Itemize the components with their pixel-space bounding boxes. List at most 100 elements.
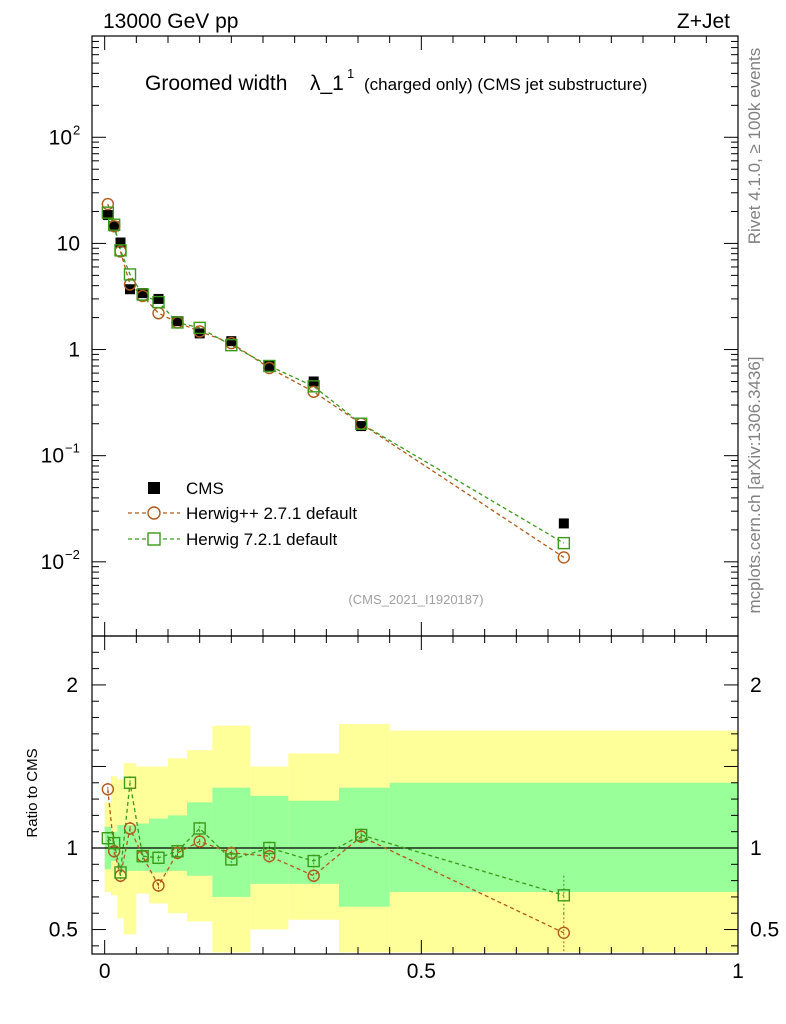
main-y-tick-label-exponent: 2 xyxy=(73,122,80,137)
cms-data-point xyxy=(125,284,135,295)
main-y-tick-label: 10 xyxy=(49,126,72,149)
herwig7-point xyxy=(136,288,149,301)
header-energy-label: 13000 GeV pp xyxy=(103,10,238,33)
legend-herwigpp-label: Herwig++ 2.7.1 default xyxy=(186,504,357,523)
analysis-id-label: (CMS_2021_I1920187) xyxy=(348,592,483,607)
cms-data-point xyxy=(226,336,237,347)
main-y-tick-label-exponent: −2 xyxy=(65,547,80,562)
ratio-y-tick-label: 1 xyxy=(66,837,78,860)
cms-data-point xyxy=(172,316,183,327)
ratio-inner-band-bin xyxy=(168,815,187,871)
ratio-plot: 0 0.5 1 2 2 1 1 0.5 0.5 xyxy=(49,635,779,983)
ratio-inner-band-bin xyxy=(149,818,168,873)
plot-title-lambda: λ_1 xyxy=(310,72,344,95)
herwig7-point xyxy=(101,206,115,219)
herwig7-point xyxy=(354,417,368,430)
ratio-x-tick-label: 0.5 xyxy=(407,960,436,983)
herwig7-ratio-point xyxy=(171,845,184,858)
herwig7-point xyxy=(225,338,238,352)
main-y-tick-label: 10 xyxy=(41,445,64,468)
herwigpp-ratio-point xyxy=(152,879,165,892)
herwigpp-point xyxy=(123,278,137,291)
ratio-y-tick-label: 0.5 xyxy=(49,919,78,942)
plot-title: Groomed width λ_1 1 (charged only) (CMS … xyxy=(145,66,647,95)
herwig7-ratio-point xyxy=(307,854,320,868)
herwigpp-ratio-point xyxy=(193,835,206,848)
cms-data-point xyxy=(109,221,120,232)
cms-data-point xyxy=(153,293,164,304)
main-y-tick-label: 1 xyxy=(68,339,80,362)
main-y-tick-label-exponent: −1 xyxy=(65,441,80,456)
herwig7-ratio-point xyxy=(225,853,238,866)
ratio-inner-band-bin xyxy=(339,787,390,907)
herwig7-point xyxy=(193,321,206,335)
ratio-uncertainty-bands xyxy=(104,724,738,953)
herwigpp-ratio-point xyxy=(101,783,115,796)
cms-data-point xyxy=(137,288,148,299)
herwig7-point xyxy=(557,536,571,550)
herwig7-ratio-point xyxy=(152,851,165,864)
ratio-inner-band-bin xyxy=(136,823,149,871)
ratio-series-layer xyxy=(101,776,571,953)
herwigpp-ratio-point xyxy=(123,822,137,835)
legend: CMS Herwig++ 2.7.1 default Herwig 7.2.1 … xyxy=(128,479,357,549)
herwig7-point xyxy=(123,268,137,281)
ratio-y-tick-label-right: 1 xyxy=(750,837,762,860)
herwigpp-ratio-point xyxy=(557,926,571,939)
rivet-version-label: Rivet 4.1.0, ≥ 100k events xyxy=(745,48,764,244)
plot-title-main: Groomed width xyxy=(145,72,287,95)
ratio-y-tick-label-right: 2 xyxy=(750,674,762,697)
ratio-inner-band-bin xyxy=(288,800,339,884)
legend-cms-marker xyxy=(148,482,160,494)
main-y-tick-label: 10 xyxy=(57,232,80,255)
main-series-layer xyxy=(101,197,571,564)
legend-herwig7-label: Herwig 7.2.1 default xyxy=(186,530,337,549)
ratio-y-axis-label: Ratio to CMS xyxy=(24,748,41,837)
herwig7-ratio-point xyxy=(114,866,127,879)
herwig7-ratio-point xyxy=(557,889,571,902)
ratio-series-line-1 xyxy=(107,782,565,896)
herwig7-point xyxy=(107,218,121,231)
header-process-label: Z+Jet xyxy=(677,10,730,33)
ratio-x-tick-label: 0 xyxy=(99,960,111,983)
plot-title-note: (charged only) (CMS jet substructure) xyxy=(364,75,647,94)
herwig7-point xyxy=(171,316,184,329)
plot-title-superscript: 1 xyxy=(347,66,354,81)
herwig7-ratio-point xyxy=(263,841,276,855)
main-series-line-1 xyxy=(107,203,565,558)
herwigpp-point xyxy=(557,551,571,564)
ratio-axes-layer: 0 0.5 1 2 2 1 1 0.5 0.5 xyxy=(49,636,779,983)
legend-herwig7-marker xyxy=(147,532,161,546)
ratio-y-tick-label: 2 xyxy=(66,674,78,697)
ratio-inner-band-bin xyxy=(389,782,738,893)
mcplots-reference-label: mcplots.cern.ch [arXiv:1306.3436] xyxy=(745,356,764,613)
herwigpp-ratio-point xyxy=(307,869,320,882)
herwig7-point xyxy=(307,380,320,393)
main-series-line-2 xyxy=(107,212,565,544)
herwig7-ratio-point xyxy=(136,849,149,863)
herwig7-point xyxy=(263,359,276,373)
cms-data-point xyxy=(264,360,275,371)
herwig7-ratio-point xyxy=(193,822,206,835)
ratio-plot-frame xyxy=(91,635,739,955)
ratio-y-tick-label-right: 0.5 xyxy=(750,919,779,942)
herwigpp-point xyxy=(101,197,115,211)
main-y-tick-label: 10 xyxy=(41,551,64,574)
herwig7-point xyxy=(152,295,165,309)
herwig7-ratio-point xyxy=(107,836,121,850)
legend-herwigpp-marker xyxy=(147,506,161,520)
ratio-inner-band-bin xyxy=(212,787,251,897)
cms-data-point xyxy=(115,237,126,248)
cms-data-point xyxy=(356,421,367,432)
cms-data-point xyxy=(102,210,113,221)
cms-data-point xyxy=(558,518,569,529)
herwig7-point xyxy=(114,244,127,257)
herwig7-ratio-point xyxy=(354,828,368,842)
herwigpp-point xyxy=(152,307,165,320)
ratio-inner-band-bin xyxy=(250,795,289,884)
ratio-x-tick-label: 1 xyxy=(732,960,744,983)
legend-cms-label: CMS xyxy=(186,479,224,498)
